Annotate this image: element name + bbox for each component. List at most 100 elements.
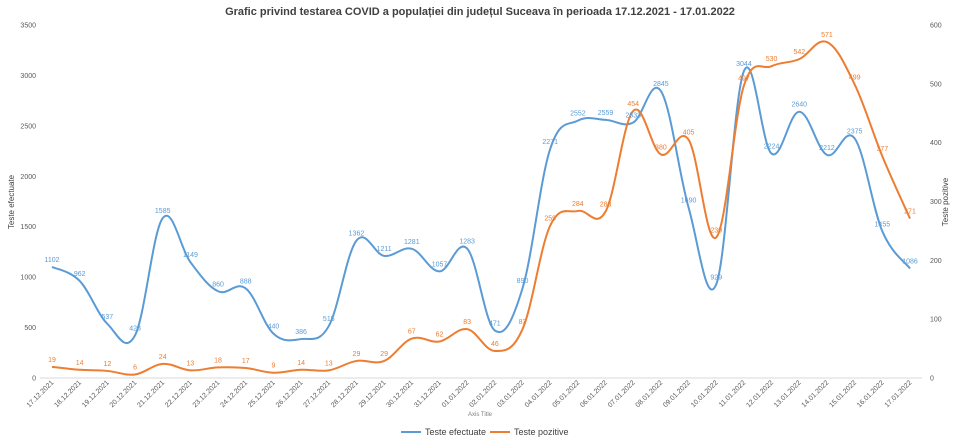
data-label-teste-pozitive: 284 [572,201,584,208]
x-tick-label: 02.01.2022 [469,379,499,409]
x-tick-label: 12.01.2022 [745,379,775,409]
data-label-teste-pozitive: 83 [519,319,527,326]
data-label-teste-pozitive: 530 [766,56,778,63]
data-label-teste-pozitive: 405 [683,130,695,137]
data-label-teste-pozitive: 9 [271,363,275,370]
data-label-teste-pozitive: 259 [544,216,556,223]
data-label-teste-efectuate: 386 [295,329,307,336]
y-right-tick-label: 0 [930,376,934,383]
y-right-tick-label: 400 [930,140,942,147]
data-label-teste-pozitive: 239 [710,227,722,234]
data-label-teste-pozitive: 62 [436,332,444,339]
x-tick-label: 30.12.2021 [385,379,415,409]
data-label-teste-pozitive: 83 [463,319,471,326]
data-label-teste-efectuate: 890 [517,278,529,285]
data-label-teste-efectuate: 1690 [681,198,697,205]
x-tick-label: 18.12.2021 [53,379,83,409]
data-label-teste-efectuate: 2224 [764,144,780,151]
data-label-teste-efectuate: 3044 [736,61,752,68]
legend-label-teste-efectuate: Teste efectuate [425,427,486,437]
data-label-teste-pozitive: 14 [297,360,305,367]
data-label-teste-efectuate: 1057 [432,261,448,268]
data-label-teste-efectuate: 2845 [653,81,669,88]
data-label-teste-pozitive: 14 [76,360,84,367]
y-axis-right-title: Teste pozitive [941,177,950,226]
x-tick-label: 14.01.2022 [801,379,831,409]
data-label-teste-efectuate: 962 [74,271,86,278]
y-axis-left-title: Teste efectuate [7,174,16,229]
x-tick-label: 19.12.2021 [81,379,111,409]
data-label-teste-efectuate: 860 [212,281,224,288]
data-label-teste-efectuate: 440 [268,324,280,331]
data-label-teste-pozitive: 29 [380,351,388,358]
data-label-teste-efectuate: 2552 [570,111,586,118]
chart-title: Grafic privind testarea COVID a populați… [225,6,735,18]
y-left-tick-label: 500 [24,325,36,332]
x-tick-label: 11.01.2022 [718,379,747,408]
x-tick-label: 10.01.2022 [690,379,720,409]
x-tick-label: 09.01.2022 [662,379,692,409]
data-label-teste-efectuate: 2533 [625,113,641,120]
y-left-tick-label: 2000 [20,174,36,181]
data-label-teste-efectuate: 1283 [459,239,475,246]
data-label-teste-efectuate: 2375 [847,128,863,135]
y-left-tick-label: 2500 [20,123,36,130]
data-label-teste-efectuate: 1149 [183,252,198,259]
y-right-tick-label: 500 [930,81,942,88]
x-tick-label: 15.01.2022 [828,379,858,409]
data-label-teste-pozitive: 13 [325,360,333,367]
x-tick-label: 20.12.2021 [109,379,139,409]
data-label-teste-pozitive: 499 [849,74,861,81]
data-label-teste-efectuate: 1086 [902,258,918,265]
data-label-teste-efectuate: 515 [323,316,335,323]
data-label-teste-pozitive: 454 [627,101,639,108]
data-label-teste-pozitive: 46 [491,341,499,348]
data-label-teste-efectuate: 2559 [598,110,614,117]
legend: Teste efectuate Teste pozitive [401,427,569,437]
x-tick-label: 26.12.2021 [275,379,305,409]
x-tick-label: 08.01.2022 [635,379,665,409]
data-label-teste-efectuate: 471 [489,320,501,327]
data-label-teste-pozitive: 271 [904,209,916,216]
data-label-teste-pozitive: 571 [821,32,833,39]
x-tick-label: 28.12.2021 [330,379,360,409]
data-label-teste-pozitive: 377 [876,146,888,153]
y-right-tick-label: 200 [930,258,942,265]
data-label-teste-pozitive: 17 [242,358,250,365]
data-label-teste-pozitive: 12 [103,361,111,368]
x-tick-label: 21.12.2021 [136,379,166,409]
x-tick-label: 04.01.2022 [524,379,554,409]
y-right-tick-label: 600 [930,23,942,30]
y-left-tick-label: 3000 [20,73,36,80]
x-tick-label: 05.01.2022 [552,379,582,409]
data-label-teste-efectuate: 888 [240,278,252,285]
y-axis-right: 0 100 200 300 400 500 600 [930,23,942,383]
series-line-teste-efectuate [51,66,911,344]
y-left-tick-label: 1000 [20,275,36,282]
x-tick-label: 25.12.2021 [247,379,277,409]
x-tick-label: 17.01.2022 [884,379,914,409]
data-label-teste-pozitive: 542 [793,49,805,56]
y-right-tick-label: 300 [930,199,942,206]
data-label-teste-pozitive: 67 [408,329,416,336]
data-label-teste-efectuate: 1211 [377,246,392,253]
x-axis-title: Axis Title [468,412,493,418]
data-label-teste-efectuate: 1362 [349,231,365,238]
x-tick-label: 17.12.2021 [26,379,56,409]
x-tick-label: 27.12.2021 [302,379,332,409]
data-label-teste-pozitive: 19 [48,357,56,364]
data-label-teste-efectuate: 423 [129,325,141,332]
data-label-teste-efectuate: 929 [710,274,722,281]
data-label-teste-pozitive: 6 [133,364,137,371]
y-axis-left: 0 500 1000 1500 2000 2500 3000 3500 [20,23,36,383]
data-label-teste-pozitive: 29 [353,351,361,358]
x-tick-label: 06.01.2022 [579,379,609,409]
y-right-tick-label: 100 [930,317,942,324]
data-label-teste-pozitive: 18 [214,357,222,364]
x-tick-label: 01.01.2022 [441,379,471,409]
x-axis: 17.12.202118.12.202119.12.202120.12.2021… [26,379,914,409]
data-label-teste-efectuate: 2212 [819,145,835,152]
